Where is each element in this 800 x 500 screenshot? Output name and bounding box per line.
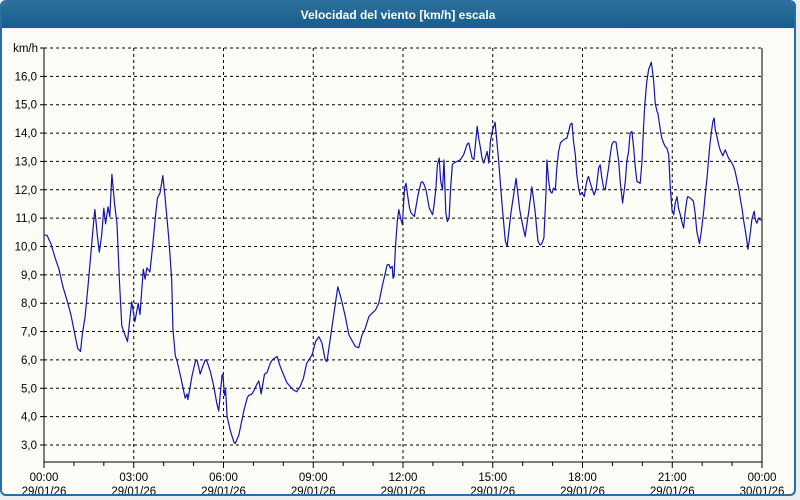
x-tick-date-label: 30/01/26: [740, 486, 785, 496]
window-title-bar: Velocidad del viento [km/h] escala: [2, 2, 794, 29]
x-tick-date-label: 29/01/26: [470, 486, 515, 496]
y-tick-label: 6,0: [21, 355, 37, 367]
x-tick-date-label: 29/01/26: [201, 486, 246, 496]
x-tick-date-label: 29/01/26: [111, 486, 156, 496]
y-tick-label: 15,0: [15, 100, 37, 112]
x-tick-date-label: 29/01/26: [291, 486, 336, 496]
x-tick-time-label: 06:00: [209, 472, 238, 484]
x-tick-date-label: 29/01/26: [22, 486, 67, 496]
x-gridlines: [133, 48, 673, 462]
x-tick-date-label: 29/01/26: [381, 486, 426, 496]
y-tick-label: 4,0: [21, 412, 37, 424]
x-axis-labels: 00:00 29/01/26 03:00 29/01/26 06:00 29/01/26 0…: [22, 472, 785, 496]
y-tick-label: 14,0: [15, 128, 37, 140]
y-tick-label: 16,0: [15, 71, 37, 83]
x-tick-time-label: 18:00: [568, 472, 597, 484]
x-tick-time-label: 00:00: [30, 472, 59, 484]
x-tick-time-label: 03:00: [119, 472, 148, 484]
y-tick-label: 10,0: [15, 241, 37, 253]
y-tick-label: 5,0: [21, 383, 37, 395]
y-tick-label: 9,0: [21, 270, 37, 282]
x-tick-time-label: 21:00: [658, 472, 687, 484]
x-tick-time-label: 09:00: [299, 472, 328, 484]
y-tick-label: 12,0: [15, 185, 37, 197]
y-tick-label: 13,0: [15, 156, 37, 168]
y-axis-ticks: [40, 47, 44, 446]
x-tick-time-label: 15:00: [478, 472, 507, 484]
x-axis-ticks: [43, 462, 763, 468]
x-tick-date-label: 29/01/26: [650, 486, 695, 496]
page-title: Velocidad del viento [km/h] escala: [300, 8, 496, 22]
x-tick-time-label: 12:00: [389, 472, 418, 484]
wind-speed-chart: 16,0 15,0 14,0 13,0 12,0 11,0 10,0 9,0 8,0 7,0 6,0…: [13, 43, 785, 496]
x-tick-time-label: 00:00: [748, 472, 777, 484]
y-tick-label: 3,0: [21, 440, 37, 452]
x-tick-date-label: 29/01/26: [560, 486, 605, 496]
y-tick-label: 11,0: [15, 213, 37, 225]
y-tick-label: 7,0: [21, 327, 37, 339]
y-axis-labels: 16,0 15,0 14,0 13,0 12,0 11,0 10,0 9,0 8,0 7,0 6,0…: [13, 43, 38, 452]
y-axis-unit-label: km/h: [13, 43, 38, 55]
wind-speed-line: [44, 61, 762, 445]
y-tick-label: 8,0: [21, 298, 37, 310]
